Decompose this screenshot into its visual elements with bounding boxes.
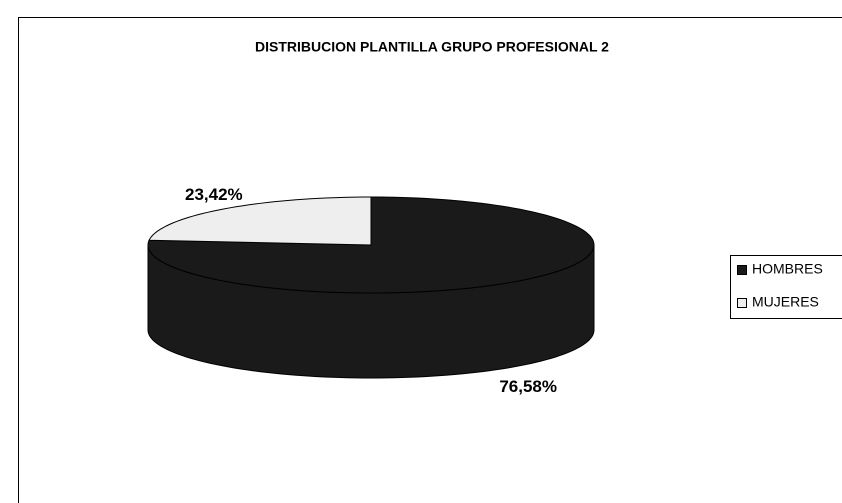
chart-title: DISTRIBUCION PLANTILLA GRUPO PROFESIONAL… bbox=[255, 39, 609, 55]
legend-label: MUJERES bbox=[752, 294, 819, 310]
data-label: 76,58% bbox=[499, 377, 557, 396]
legend-box bbox=[730, 255, 842, 319]
pie-slice bbox=[148, 196, 372, 246]
legend-swatch bbox=[737, 298, 747, 308]
data-label: 23,42% bbox=[185, 185, 243, 204]
legend-swatch bbox=[737, 265, 747, 275]
legend-label: HOMBRES bbox=[752, 261, 823, 277]
